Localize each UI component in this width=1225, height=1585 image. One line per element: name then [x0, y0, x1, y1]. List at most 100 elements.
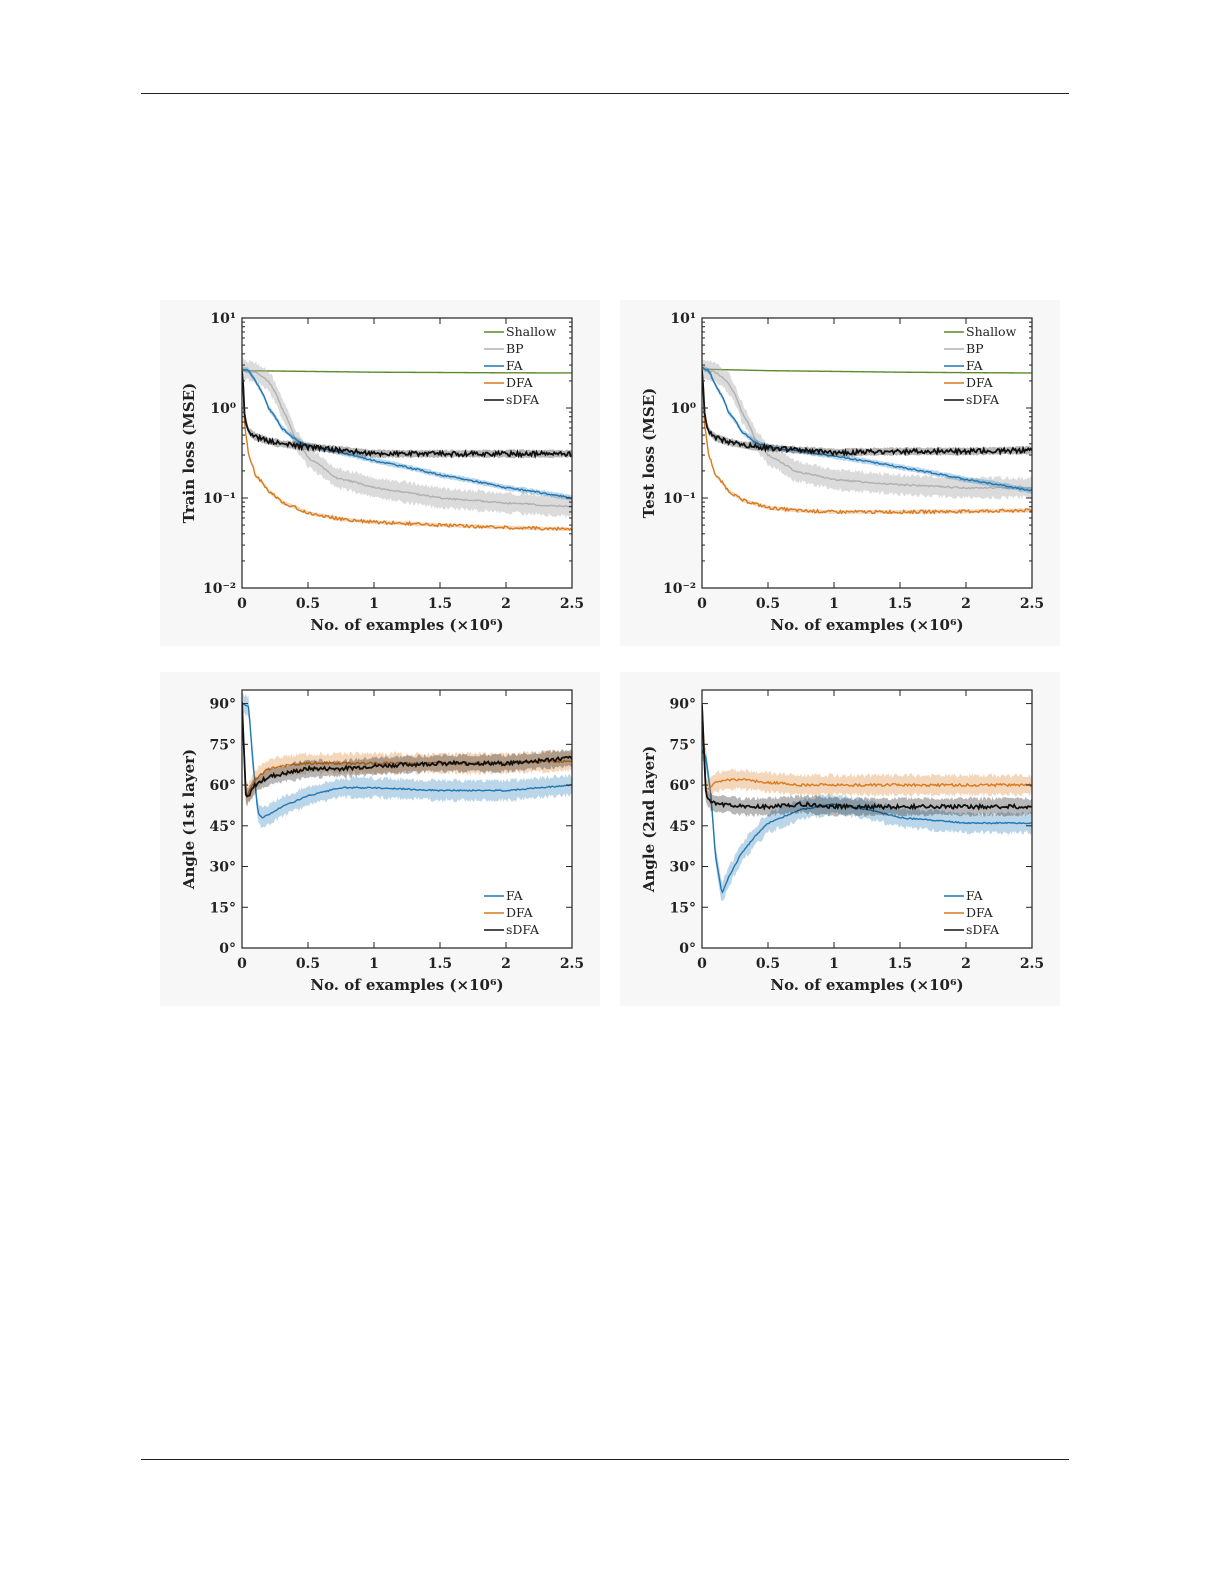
- series-band-sdfa: [702, 365, 1032, 457]
- axes-frame: [701, 317, 1033, 589]
- x-tick-label: 0.5: [756, 596, 780, 612]
- legend-label-sdfa: sDFA: [966, 922, 1000, 937]
- angle-2nd-layer-chart: 0 0.5 1 1.5 2 2.5 0° 15° 30° 45° 60° 75° 90° No. of e…: [620, 672, 1060, 1006]
- test-loss-chart: 0 0.5 1 1.5 2 2.5 10⁻² 10⁻¹ 10⁰ 10¹ No. of example…: [620, 300, 1060, 646]
- x-tick-label: 2: [961, 596, 971, 612]
- series-band-bp: [242, 358, 572, 519]
- axes-frame: [241, 317, 573, 589]
- series-line-bp: [242, 368, 572, 508]
- series-band-fa: [702, 739, 1032, 902]
- legend-label-dfa: DFA: [966, 905, 994, 920]
- series-group: [702, 358, 1032, 515]
- x-tick-label: 2.5: [560, 596, 584, 612]
- legend-label-bp: BP: [506, 341, 524, 356]
- x-tick-label: 1: [829, 956, 839, 972]
- x-tick-label: 0: [237, 596, 247, 612]
- y-axis-label: Angle (2nd layer): [640, 746, 658, 893]
- legend-label-fa: FA: [506, 888, 524, 903]
- legend-label-dfa: DFA: [506, 905, 534, 920]
- footer-rule: [141, 1459, 1069, 1460]
- x-tick-label: 1.5: [888, 956, 912, 972]
- y-tick-label: 15°: [210, 900, 236, 916]
- y-tick-label: 15°: [670, 900, 696, 916]
- series-line-dfa: [702, 367, 1032, 515]
- series-line-fa: [242, 703, 572, 819]
- y-tick-label: 75°: [210, 737, 236, 753]
- x-tick-label: 2: [501, 596, 511, 612]
- y-tick-label: 10¹: [210, 311, 236, 327]
- y-axis-label: Angle (1st layer): [180, 749, 198, 890]
- y-tick-label: 60°: [670, 778, 696, 794]
- series-group: [702, 694, 1032, 902]
- legend-label-shallow: Shallow: [966, 324, 1017, 339]
- series-group: [242, 692, 572, 829]
- y-tick-label: 30°: [210, 860, 236, 876]
- x-tick-label: 1: [829, 596, 839, 612]
- series-line-sdfa: [242, 371, 572, 460]
- x-tick-label: 2: [501, 956, 511, 972]
- series-line-dfa: [702, 702, 1032, 790]
- x-tick-label: 0.5: [756, 956, 780, 972]
- x-tick-label: 0: [237, 956, 247, 972]
- y-tick-label: 60°: [210, 778, 236, 794]
- legend-label-sdfa: sDFA: [506, 922, 540, 937]
- legend-label-fa: FA: [966, 888, 984, 903]
- x-tick-label: 1.5: [428, 596, 452, 612]
- y-axis-label: Train loss (MSE): [180, 383, 198, 523]
- y-tick-label: 45°: [210, 819, 236, 835]
- x-tick-label: 1: [369, 596, 379, 612]
- x-axis-label: No. of examples (×10⁶): [310, 976, 503, 994]
- series-line-fa: [242, 368, 572, 500]
- x-axis-label: No. of examples (×10⁶): [770, 616, 963, 634]
- legend-label-fa: FA: [506, 358, 524, 373]
- x-tick-label: 0.5: [296, 956, 320, 972]
- header-rule: [141, 93, 1069, 94]
- x-tick-label: 0.5: [296, 596, 320, 612]
- x-tick-label: 1.5: [428, 956, 452, 972]
- legend-label-shallow: Shallow: [506, 324, 557, 339]
- series-line-sdfa: [702, 370, 1032, 457]
- series-line-shallow: [702, 368, 1032, 374]
- series-line-dfa: [242, 703, 572, 798]
- legend-label-sdfa: sDFA: [506, 392, 540, 407]
- legend-label-dfa: DFA: [966, 375, 994, 390]
- series-group: [242, 358, 572, 532]
- y-tick-label: 10⁻²: [663, 581, 696, 597]
- x-tick-label: 1: [369, 956, 379, 972]
- y-tick-label: 10⁻²: [203, 581, 236, 597]
- y-tick-label: 75°: [670, 737, 696, 753]
- y-tick-label: 10¹: [670, 311, 696, 327]
- series-line-fa: [702, 366, 1032, 492]
- legend-label-dfa: DFA: [506, 375, 534, 390]
- x-axis-label: No. of examples (×10⁶): [310, 616, 503, 634]
- legend-label-bp: BP: [966, 341, 984, 356]
- series-line-dfa: [242, 368, 572, 532]
- y-tick-label: 45°: [670, 819, 696, 835]
- y-tick-label: 10⁰: [210, 401, 236, 417]
- y-tick-label: 30°: [670, 860, 696, 876]
- y-tick-label: 10⁻¹: [203, 491, 236, 507]
- series-line-shallow: [242, 369, 572, 374]
- legend-label-fa: FA: [966, 358, 984, 373]
- x-tick-label: 0: [697, 956, 707, 972]
- x-tick-label: 2.5: [1020, 956, 1044, 972]
- y-tick-label: 10⁻¹: [663, 491, 696, 507]
- series-line-bp: [702, 368, 1032, 490]
- y-tick-label: 0°: [679, 941, 696, 957]
- y-tick-label: 90°: [210, 697, 236, 713]
- y-tick-label: 90°: [670, 697, 696, 713]
- legend-label-sdfa: sDFA: [966, 392, 1000, 407]
- y-axis-label: Test loss (MSE): [640, 388, 658, 518]
- axes-frame: [241, 689, 573, 949]
- x-tick-label: 2.5: [1020, 596, 1044, 612]
- angle-1st-layer-chart: 0 0.5 1 1.5 2 2.5 0° 15° 30° 45° 60° 75° 90° No. of e…: [160, 672, 600, 1006]
- series-band-fa: [242, 692, 572, 829]
- axes-frame: [701, 689, 1033, 949]
- plot-area: [702, 690, 1032, 948]
- series-line-sdfa: [242, 701, 572, 798]
- x-tick-label: 1.5: [888, 596, 912, 612]
- y-tick-label: 0°: [219, 941, 236, 957]
- plot-area: [702, 318, 1032, 588]
- plot-area: [242, 690, 572, 948]
- y-tick-label: 10⁰: [670, 401, 696, 417]
